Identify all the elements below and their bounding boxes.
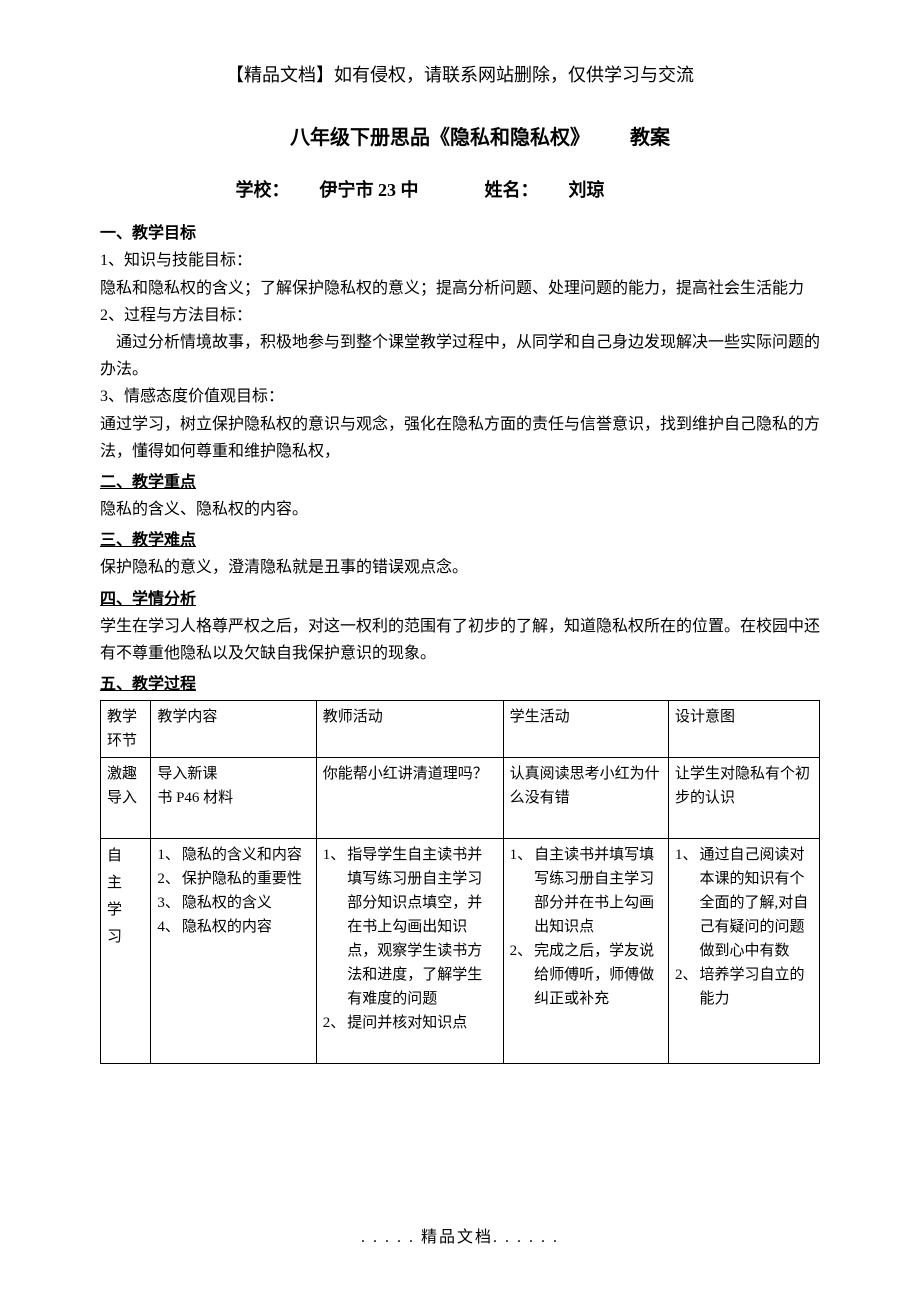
header-notice: 【精品文档】如有侵权，请联系网站删除，仅供学习与交流 — [100, 60, 820, 91]
title-blank-prefix — [250, 143, 290, 144]
title-main: 八年级下册思品《隐私和隐私权》 — [290, 127, 590, 149]
section-2-body: 隐私的含义、隐私权的内容。 — [100, 496, 820, 523]
row2-cell1: 自主学习 — [101, 839, 151, 1064]
section-1-item1-body: 隐私和隐私权的含义；了解保护隐私权的意义；提高分析问题、处理问题的能力，提高社会… — [100, 275, 820, 302]
section-4-body: 学生在学习人格尊严权之后，对这一权利的范围有了初步的了解，知道隐私权所在的位置。… — [100, 613, 820, 667]
table-row: 激趣 导入 导入新课 书 P46 材料 你能帮小红讲清道理吗？ 认真阅读思考小红… — [101, 758, 820, 839]
name-label: 姓名： — [485, 180, 539, 200]
section-2-heading: 二、教学重点 — [100, 469, 820, 496]
section-1-item2-body: 通过分析情境故事，积极地参与到整个课堂教学过程中，从同学和自己身边发现解决一些实… — [100, 329, 820, 383]
footer-text: . . . . . 精品文档. . . . . . — [100, 1224, 820, 1251]
name-value: 刘琼 — [569, 180, 605, 200]
section-1-heading: 一、教学目标 — [100, 220, 820, 247]
row2-cell5: 1、通过自己阅读对本课的知识有个全面的了解,对自己有疑问的问题做到心中有数2、培… — [668, 839, 819, 1064]
section-1-item2-title: 2、过程与方法目标： — [100, 302, 820, 329]
section-3-body: 保护隐私的意义，澄清隐私就是丑事的错误观点念。 — [100, 554, 820, 581]
row1-cell2: 导入新课 书 P46 材料 — [151, 758, 316, 839]
row2-cell2: 1、隐私的含义和内容2、保护隐私的重要性3、隐私权的含义4、隐私权的内容 — [151, 839, 316, 1064]
row1-cell3: 你能帮小红讲清道理吗？ — [316, 758, 503, 839]
section-1-item3-title: 3、情感态度价值观目标： — [100, 383, 820, 410]
section-4-heading: 四、学情分析 — [100, 586, 820, 613]
title-suffix: 教案 — [630, 127, 670, 149]
header-cell-2: 教学内容 — [151, 701, 316, 758]
header-cell-5: 设计意图 — [668, 701, 819, 758]
row2-cell4: 1、自主读书并填写填写练习册自主学习部分并在书上勾画出知识点2、完成之后，学友说… — [503, 839, 668, 1064]
header-cell-3: 教师活动 — [316, 701, 503, 758]
row1-cell4: 认真阅读思考小红为什么没有错 — [503, 758, 668, 839]
section-3-heading: 三、教学难点 — [100, 527, 820, 554]
header-cell-4: 学生活动 — [503, 701, 668, 758]
table-header-row: 教学环节 教学内容 教师活动 学生活动 设计意图 — [101, 701, 820, 758]
section-1-item3-body: 通过学习，树立保护隐私权的意识与观念，强化在隐私方面的责任与信誉意识，找到维护自… — [100, 411, 820, 465]
teaching-process-table: 教学环节 教学内容 教师活动 学生活动 设计意图 激趣 导入 导入新课 书 P4… — [100, 700, 820, 1064]
title-blank-mid — [590, 143, 630, 144]
info-line: 学校： 伊宁市 23 中 姓名： 刘琼 — [100, 175, 820, 206]
school-value: 伊宁市 23 中 — [320, 180, 419, 200]
table-row: 自主学习 1、隐私的含义和内容2、保护隐私的重要性3、隐私权的含义4、隐私权的内… — [101, 839, 820, 1064]
row1-cell1: 激趣 导入 — [101, 758, 151, 839]
section-1-item1-title: 1、知识与技能目标： — [100, 247, 820, 274]
header-cell-1: 教学环节 — [101, 701, 151, 758]
row2-cell3: 1、指导学生自主读书并填写练习册自主学习部分知识点填空，并在书上勾画出知识点，观… — [316, 839, 503, 1064]
row1-cell5: 让学生对隐私有个初步的认识 — [668, 758, 819, 839]
document-title: 八年级下册思品《隐私和隐私权》 教案 — [100, 121, 820, 155]
school-label: 学校： — [236, 180, 290, 200]
section-5-heading: 五、教学过程 — [100, 671, 820, 698]
